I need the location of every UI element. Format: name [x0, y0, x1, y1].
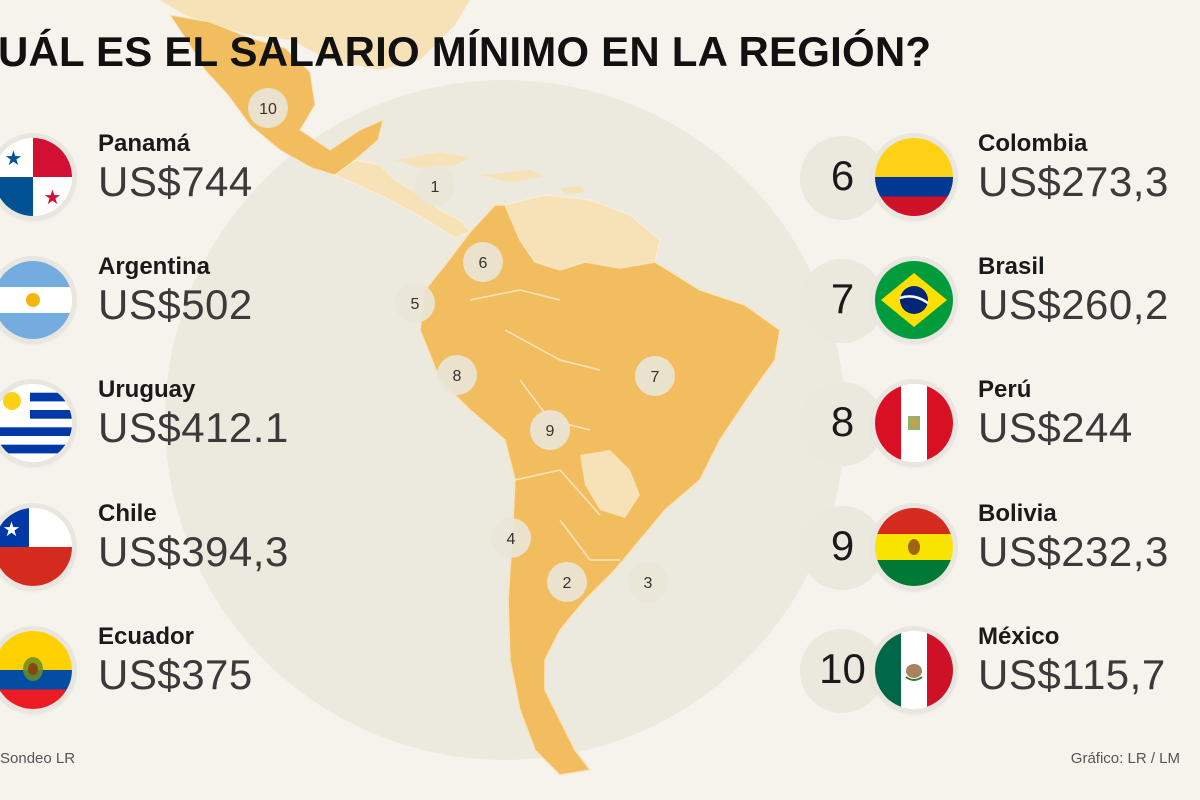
map-marker-3: 3: [628, 562, 668, 602]
country-item-uruguay: Uruguay US$412.1: [0, 376, 340, 476]
salary-value: US$502: [98, 281, 253, 328]
salary-value: US$260,2: [978, 281, 1169, 328]
country-name: México: [978, 623, 1060, 650]
paraguay-shape: [580, 450, 640, 518]
page-title: UÁL ES EL SALARIO MÍNIMO EN LA REGIÓN?: [0, 28, 932, 75]
map-marker-7: 7: [635, 356, 675, 396]
rank-number: 6: [830, 152, 855, 199]
svg-text:8: 8: [453, 368, 462, 385]
rank-number: 9: [830, 522, 855, 569]
svg-text:5: 5: [411, 296, 420, 313]
svg-text:4: 4: [507, 531, 516, 548]
map-marker-4: 4: [491, 518, 531, 558]
rank-circle: [800, 136, 884, 220]
country-item-colombia: 6 Colombia US$273,3: [795, 130, 1200, 230]
panama-flag-icon: ★ ★: [0, 138, 72, 216]
rank-circle: [800, 629, 884, 713]
map-marker-6: 6: [463, 242, 503, 282]
country-item-ecuador: Ecuador US$375: [0, 623, 340, 723]
source-note: Sondeo LR: [0, 750, 76, 767]
salary-value: US$244: [978, 404, 1133, 451]
salary-value: US$412.1: [98, 404, 289, 451]
country-name: Panamá: [98, 130, 191, 157]
svg-text:1: 1: [431, 179, 440, 196]
country-item-chile: ★ Chile US$394,3: [0, 500, 340, 600]
rank-number: 8: [830, 398, 855, 445]
salary-value: US$115,7: [978, 651, 1166, 698]
brazil-flag-icon: [875, 261, 953, 339]
salary-value: US$375: [98, 651, 253, 698]
rank-circle: [800, 506, 884, 590]
bolivia-flag-icon: [875, 508, 953, 586]
rank-circle: [800, 259, 884, 343]
colombia-flag-icon: [875, 138, 953, 216]
map-marker-9: 9: [530, 410, 570, 450]
rank-number: 10: [819, 645, 866, 692]
country-name: Chile: [98, 500, 157, 527]
map-marker-10: 10: [248, 88, 288, 128]
map-marker-5: 5: [395, 283, 435, 323]
country-item-peru: 8 Perú US$244: [795, 376, 1200, 476]
salary-value: US$273,3: [978, 158, 1169, 205]
country-item-bolivia: 9 Bolivia US$232,3: [795, 500, 1200, 600]
salary-value: US$232,3: [978, 528, 1169, 575]
svg-text:★: ★: [44, 185, 62, 209]
ecuador-flag-icon: [0, 631, 72, 709]
map-marker-2: 2: [547, 562, 587, 602]
map-marker-8: 8: [437, 355, 477, 395]
svg-text:6: 6: [479, 255, 488, 272]
svg-text:★: ★: [3, 517, 21, 541]
country-item-brasil: 7 Brasil US$260,2: [795, 253, 1200, 353]
country-name: Argentina: [98, 253, 211, 280]
salary-value: US$394,3: [98, 528, 289, 575]
rank-circle: [800, 382, 884, 466]
svg-text:10: 10: [259, 101, 277, 118]
country-name: Bolivia: [978, 500, 1057, 527]
svg-text:9: 9: [546, 423, 555, 440]
argentina-flag-icon: [0, 261, 72, 339]
country-name: Colombia: [978, 130, 1088, 157]
country-name: Ecuador: [98, 623, 195, 650]
country-item-panama: ★ ★ Panamá US$744: [0, 130, 340, 230]
country-item-mexico: 10 México US$115,7: [795, 623, 1200, 723]
caribbean-shape: [395, 152, 585, 194]
graphic-credit: Gráfico: LR / LM: [1070, 750, 1180, 767]
svg-text:2: 2: [563, 575, 572, 592]
svg-text:★: ★: [5, 146, 23, 170]
rank-number: 7: [830, 275, 855, 322]
chile-flag-icon: ★: [0, 508, 72, 586]
country-name: Perú: [978, 376, 1032, 403]
svg-text:3: 3: [644, 575, 653, 592]
north-america-shape: [160, 0, 470, 70]
uruguay-flag-icon: [0, 384, 72, 462]
country-name: Brasil: [978, 253, 1045, 280]
central-america-shape: [334, 159, 471, 239]
country-name: Uruguay: [98, 376, 196, 403]
map-marker-1: 1: [415, 166, 455, 206]
peru-flag-icon: [875, 384, 953, 462]
mexico-flag-icon: [875, 631, 953, 709]
country-item-argentina: Argentina US$502: [0, 253, 340, 353]
salary-value: US$744: [98, 158, 253, 205]
svg-text:7: 7: [651, 369, 660, 386]
